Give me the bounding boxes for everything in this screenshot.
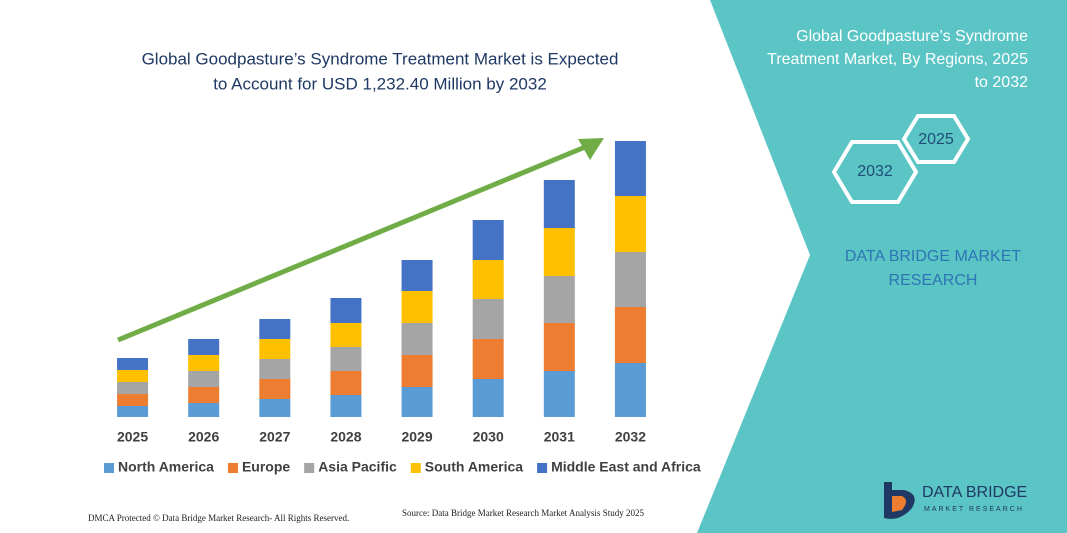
bar-segment: [472, 379, 504, 417]
legend-swatch: [410, 463, 421, 473]
x-tick-label: 2028: [330, 429, 361, 445]
bar-segment: [401, 291, 433, 323]
bar-segment: [117, 382, 149, 394]
logo-tagline: MARKET RESEARCH: [924, 506, 1024, 513]
bar-segment: [330, 298, 362, 323]
x-tick-label: 2026: [188, 429, 219, 445]
bar-segment: [543, 228, 575, 276]
bar-segment: [117, 370, 149, 382]
legend-label: Europe: [242, 459, 290, 475]
bar-segment: [330, 395, 362, 417]
bar-segment: [259, 399, 291, 417]
x-tick-label: 2030: [473, 429, 504, 445]
legend-label: Middle East and Africa: [551, 459, 701, 475]
hex-label: 2032: [857, 163, 893, 180]
bar-segment: [117, 406, 149, 417]
chart-title: to Account for USD 1,232.40 Million by 2…: [213, 74, 547, 93]
bar-segment: [188, 387, 220, 403]
bar-segment: [188, 403, 220, 417]
x-tick-label: 2032: [615, 429, 646, 445]
legend-swatch: [537, 463, 548, 473]
bar-segment: [614, 196, 646, 252]
bar-segment: [188, 339, 220, 355]
bar-segment: [543, 371, 575, 417]
brand-text: RESEARCH: [889, 272, 978, 289]
legend-swatch: [104, 463, 114, 473]
footer-source: Source: Data Bridge Market Research Mark…: [402, 508, 644, 518]
bar-segment: [614, 141, 646, 196]
x-tick-label: 2027: [259, 429, 290, 445]
hexagon: [901, 114, 971, 164]
panel-title: Global Goodpasture’s Syndrome: [796, 28, 1028, 45]
x-tick-label: 2031: [544, 429, 575, 445]
bar-segment: [330, 371, 362, 395]
plot: 2025 2026 2027 2028 2029 2030 2031 2032 North Am…: [104, 141, 701, 475]
trend-arrow: [117, 142, 591, 343]
bar-segment: [188, 371, 220, 387]
bar-segment: [259, 339, 291, 359]
logo-icon: [892, 496, 906, 512]
footer-left: DMCA Protected © Data Bridge Market Rese…: [88, 513, 349, 523]
hex-label: 2025: [918, 131, 954, 148]
bar-segment: [614, 363, 646, 417]
bar-segment: [614, 307, 646, 363]
bar-segment: [117, 358, 149, 370]
legend-label: Asia Pacific: [318, 459, 397, 475]
bar-segment: [614, 252, 646, 307]
bar-segment: [401, 355, 433, 387]
bar-segment: [259, 379, 291, 399]
bar-segment: [401, 323, 433, 355]
bar-segment: [472, 299, 504, 339]
side-panel-bg: [697, 0, 1067, 533]
legend-swatch: [304, 463, 315, 473]
logo-name: DATA BRIDGE: [922, 484, 1027, 501]
legend-label: South America: [425, 459, 523, 475]
bar-segment: [259, 359, 291, 379]
bar-segment: [330, 347, 362, 371]
brand-text: DATA BRIDGE MARKET: [845, 248, 1022, 265]
bar-segment: [401, 387, 433, 417]
legend-swatch: [227, 463, 238, 473]
x-tick-label: 2029: [401, 429, 432, 445]
panel-title: Treatment Market, By Regions, 2025: [767, 51, 1028, 68]
bar-segment: [330, 323, 362, 347]
arrow-head: [578, 138, 604, 160]
x-tick-label: 2025: [117, 429, 148, 445]
bar-segment: [472, 339, 504, 379]
bar-segment: [472, 220, 504, 260]
bar-segment: [188, 355, 220, 371]
bar-segment: [472, 260, 504, 299]
bar-segment: [259, 319, 291, 339]
hexagon: [831, 140, 919, 204]
bar-segment: [543, 276, 575, 323]
legend-label: North America: [118, 459, 214, 475]
bar-segment: [117, 394, 149, 406]
chart-title: Global Goodpasture’s Syndrome Treatment …: [142, 49, 619, 68]
bar-segment: [543, 323, 575, 371]
bar-segment: [543, 180, 575, 228]
panel-title: to 2032: [975, 74, 1028, 91]
bar-segment: [401, 260, 433, 291]
